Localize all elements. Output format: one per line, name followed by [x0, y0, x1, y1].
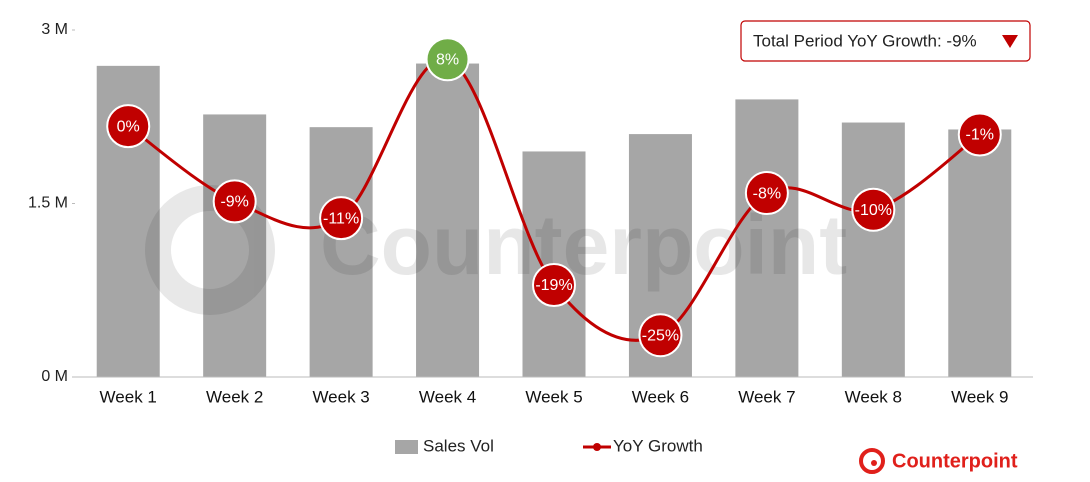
data-label: -1% [966, 127, 994, 144]
bar [309, 127, 373, 377]
bar [416, 63, 480, 377]
data-label: 0% [117, 118, 140, 135]
logo-dot [871, 460, 877, 466]
line [127, 57, 981, 342]
bar [203, 114, 267, 377]
x-tick-label: Week 5 [525, 387, 582, 406]
data-label: -9% [220, 194, 248, 211]
y-tick-label: 0 M [41, 368, 68, 385]
data-label: -19% [535, 277, 572, 294]
point: -25% [638, 313, 683, 358]
watermark: Counterpoint [145, 185, 847, 315]
point: -10% [851, 187, 896, 232]
marker [638, 313, 683, 358]
x-tick-label: Week 7 [738, 387, 795, 406]
x-tick-label: Week 9 [951, 387, 1008, 406]
watermark-icon [145, 185, 275, 315]
data-label: -8% [753, 185, 781, 202]
data-label: -25% [642, 327, 679, 344]
marker [532, 263, 576, 308]
legend-dot [593, 443, 601, 451]
legend-label: Sales Vol [423, 436, 494, 455]
x-tick-label: Week 6 [632, 387, 689, 406]
y-tick-label: 1.5 M [28, 195, 68, 212]
x-tick-label: Week 1 [100, 387, 157, 406]
marker [319, 196, 364, 241]
x-tick-label: Week 3 [312, 387, 369, 406]
point: 8% [425, 37, 470, 82]
bar [735, 99, 799, 378]
data-label: -11% [323, 210, 359, 227]
x-tick-label: Week 4 [419, 387, 476, 406]
x-tick-label: Week 8 [845, 387, 902, 406]
point: -19% [532, 263, 576, 308]
point: -8% [744, 171, 789, 216]
bar [841, 122, 905, 378]
point: 0% [106, 104, 151, 149]
bar [948, 129, 1012, 377]
down-arrow [1002, 35, 1018, 48]
data-label: 8% [436, 51, 459, 68]
marker [851, 187, 896, 232]
legend-label: YoY Growth [613, 436, 703, 455]
x-tick-label: Week 2 [206, 387, 263, 406]
marker [106, 104, 151, 149]
annotation-box [740, 20, 1031, 62]
annotation: Total Period YoY Growth: -9% [753, 31, 977, 50]
point: -1% [957, 112, 1002, 157]
marker [425, 37, 470, 82]
point: -11% [319, 196, 364, 241]
logo-icon [859, 448, 885, 474]
legend-swatch [395, 440, 418, 454]
y-tick-label: 3 M [41, 21, 68, 38]
marker [957, 112, 1002, 157]
point: -9% [212, 179, 257, 224]
watermark-text: Counterpoint [320, 198, 847, 292]
marker [744, 171, 789, 216]
logo: Counterpoint [892, 450, 1018, 472]
marker [212, 179, 257, 224]
data-label: -10% [855, 202, 892, 219]
